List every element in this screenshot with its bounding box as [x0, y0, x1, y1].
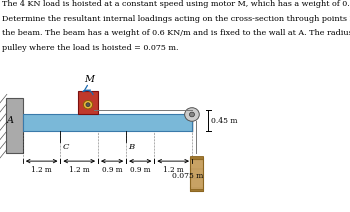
Circle shape	[189, 112, 195, 117]
Bar	[190, 157, 203, 191]
Text: pulley where the load is hoisted = 0.075 m.: pulley where the load is hoisted = 0.075…	[2, 44, 179, 52]
Text: the beam. The beam has a weight of 0.6 KN/m and is fixed to the wall at A. The r: the beam. The beam has a weight of 0.6 K…	[2, 29, 350, 37]
Bar	[190, 156, 203, 159]
Text: M: M	[84, 75, 94, 84]
Text: 0.45 m: 0.45 m	[211, 117, 238, 125]
Bar	[6, 98, 23, 153]
Bar	[23, 114, 192, 131]
Text: 1.2 m: 1.2 m	[32, 166, 52, 174]
Text: 1.2 m: 1.2 m	[69, 166, 90, 174]
Circle shape	[185, 108, 199, 121]
Text: The 4 KN load is hoisted at a constant speed using motor M, which has a weight o: The 4 KN load is hoisted at a constant s…	[2, 0, 350, 8]
Text: 0.9 m: 0.9 m	[102, 166, 122, 174]
Text: 1.2 m: 1.2 m	[163, 166, 183, 174]
Text: B: B	[128, 143, 135, 151]
Text: 0.9 m: 0.9 m	[130, 166, 150, 174]
Text: Determine the resultant internal loadings acting on the cross-section through po: Determine the resultant internal loading…	[2, 15, 350, 23]
Text: A: A	[7, 116, 14, 125]
Text: 0.075 m: 0.075 m	[172, 172, 203, 180]
Circle shape	[86, 103, 90, 107]
Circle shape	[83, 100, 92, 109]
Bar	[78, 91, 98, 114]
Bar	[190, 189, 203, 191]
Text: C: C	[63, 143, 69, 151]
